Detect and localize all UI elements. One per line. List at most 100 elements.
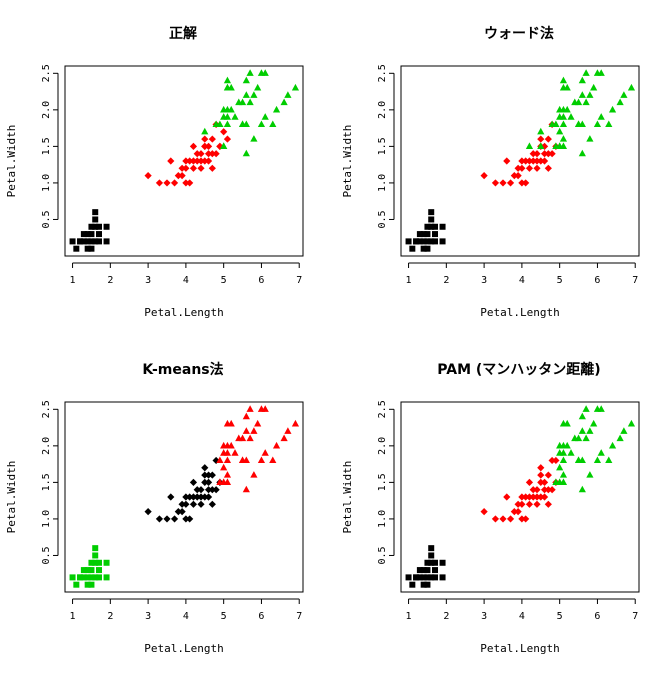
data-point [552, 456, 560, 465]
data-point [167, 493, 175, 501]
data-point [163, 179, 171, 187]
data-point [616, 434, 624, 442]
data-point [424, 238, 431, 245]
data-point [537, 135, 545, 143]
data-point [182, 493, 190, 501]
data-point [597, 69, 605, 76]
data-point [590, 83, 598, 91]
data-point [608, 441, 617, 449]
data-point [178, 164, 186, 172]
data-point [559, 76, 568, 84]
data-point [416, 567, 423, 574]
data-point [77, 574, 84, 581]
data-point [186, 157, 194, 165]
data-series [144, 120, 232, 187]
y-tick-label: 0.5 [377, 546, 388, 564]
data-point [432, 567, 438, 574]
data-point [432, 238, 438, 245]
data-point [548, 486, 556, 494]
data-point [563, 105, 571, 113]
y-tick-label: 2.5 [377, 64, 388, 82]
data-point [223, 449, 232, 456]
data-point [533, 493, 541, 501]
data-point [428, 574, 435, 581]
plot-frame [400, 65, 640, 257]
data-series [69, 209, 110, 252]
data-point [514, 500, 522, 508]
data-point [480, 172, 488, 180]
x-tick-label: 7 [632, 611, 638, 622]
data-point [416, 231, 423, 238]
data-point [563, 419, 571, 427]
data-point [170, 179, 179, 187]
chart-panel: K-means法 1 2 3 4 5 6 7 Petal.Length 0.5 1.0 1.5 2.0 2… [5, 361, 304, 655]
data-point [272, 441, 281, 449]
data-point [201, 464, 209, 472]
data-point [620, 91, 628, 98]
data-point [544, 486, 552, 494]
data-point [518, 179, 526, 187]
data-point [506, 515, 515, 523]
data-point [537, 157, 545, 165]
data-point [92, 545, 99, 552]
data-point [201, 135, 209, 143]
data-point [201, 157, 209, 165]
data-point [480, 508, 488, 516]
data-point [77, 238, 84, 245]
plot-frame [400, 401, 640, 593]
x-axis-label: Petal.Length [480, 306, 559, 319]
data-point [525, 157, 534, 165]
data-point [424, 231, 431, 238]
data-point [84, 238, 91, 245]
data-point [96, 559, 102, 566]
data-point [627, 83, 636, 91]
data-point [420, 581, 427, 588]
data-point [197, 500, 205, 508]
data-point [204, 142, 213, 150]
data-point [593, 120, 602, 128]
data-point [574, 98, 583, 106]
data-point [529, 157, 537, 165]
data-point [254, 419, 262, 427]
data-series [480, 120, 560, 187]
data-point [182, 515, 190, 523]
data-point [204, 478, 213, 486]
data-point [529, 486, 537, 494]
data-point [590, 419, 598, 427]
data-point [216, 456, 224, 464]
chart-title: PAM (マンハッタン距離) [437, 361, 600, 378]
data-point [186, 179, 194, 187]
data-point [242, 412, 250, 420]
data-point [204, 471, 213, 479]
x-tick-label: 5 [557, 611, 563, 622]
y-axis-label: Petal.Width [5, 461, 18, 534]
data-point [96, 567, 102, 574]
data-point [597, 405, 605, 412]
data-point [167, 157, 175, 165]
data-point [193, 150, 201, 158]
data-point [540, 486, 549, 494]
data-point [428, 559, 435, 566]
data-point [518, 164, 526, 172]
data-point [586, 471, 594, 478]
data-point [250, 427, 258, 434]
y-tick-label: 1.5 [41, 137, 52, 155]
data-point [563, 441, 571, 449]
data-point [223, 471, 232, 478]
data-point [559, 449, 568, 456]
data-point [246, 98, 254, 106]
x-tick-label: 6 [594, 611, 600, 622]
data-point [522, 157, 530, 165]
data-point [540, 493, 549, 501]
data-point [238, 120, 247, 128]
data-point [522, 515, 530, 523]
data-point [605, 120, 613, 128]
data-point [208, 164, 216, 172]
data-point [428, 216, 435, 223]
x-tick-label: 2 [443, 611, 449, 622]
y-tick-label: 1.0 [377, 510, 388, 528]
y-tick-label: 1.0 [377, 174, 388, 192]
data-point [559, 135, 568, 142]
data-point [544, 150, 552, 158]
data-point [254, 83, 262, 91]
